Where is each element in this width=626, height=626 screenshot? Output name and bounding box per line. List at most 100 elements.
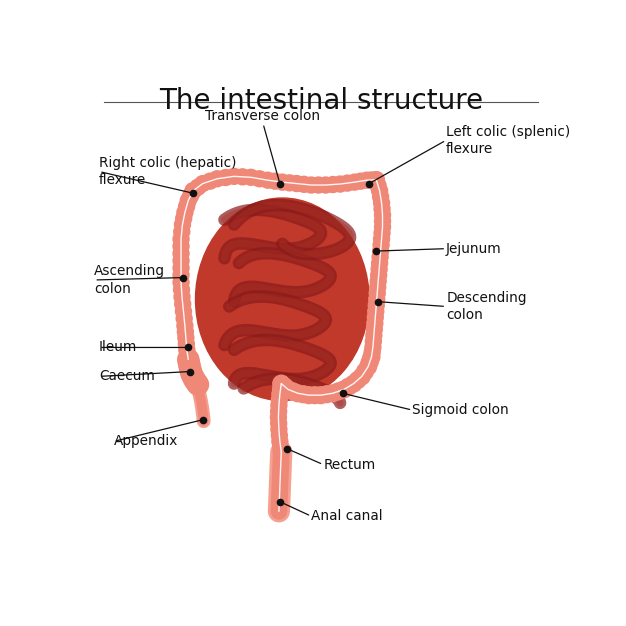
Circle shape [202, 173, 218, 190]
Circle shape [368, 290, 386, 308]
Circle shape [180, 192, 197, 209]
Circle shape [370, 267, 387, 284]
Circle shape [371, 249, 389, 266]
Circle shape [182, 187, 199, 204]
Circle shape [266, 173, 284, 190]
Circle shape [271, 386, 289, 403]
Circle shape [172, 274, 190, 291]
Text: Ileum: Ileum [99, 341, 138, 354]
Text: Left colic (splenic)
flexure: Left colic (splenic) flexure [446, 125, 570, 156]
Circle shape [187, 373, 209, 396]
Circle shape [289, 384, 307, 403]
Text: Transverse colon: Transverse colon [205, 110, 321, 123]
Circle shape [288, 175, 305, 192]
Circle shape [352, 173, 369, 190]
Circle shape [242, 168, 260, 186]
Circle shape [273, 474, 287, 489]
Circle shape [369, 272, 387, 290]
Circle shape [362, 172, 380, 188]
Circle shape [305, 386, 324, 404]
Circle shape [275, 377, 294, 396]
Circle shape [339, 175, 356, 192]
Text: Anal canal: Anal canal [311, 509, 383, 523]
Circle shape [344, 374, 362, 393]
Circle shape [270, 427, 288, 444]
Circle shape [349, 371, 367, 389]
Circle shape [185, 182, 202, 200]
Circle shape [270, 409, 287, 426]
Circle shape [373, 230, 390, 248]
Circle shape [367, 297, 385, 314]
Circle shape [274, 444, 289, 459]
Circle shape [374, 218, 391, 235]
Circle shape [272, 443, 290, 461]
Circle shape [177, 317, 193, 334]
Text: Ascending
colon: Ascending colon [95, 264, 165, 295]
Circle shape [177, 329, 195, 347]
Circle shape [373, 224, 391, 242]
Circle shape [358, 172, 376, 189]
Circle shape [172, 230, 190, 248]
Circle shape [172, 237, 190, 255]
Circle shape [324, 384, 342, 403]
Circle shape [279, 380, 297, 399]
Circle shape [372, 237, 390, 254]
Circle shape [371, 254, 388, 272]
Circle shape [362, 348, 381, 366]
Circle shape [356, 362, 374, 381]
Circle shape [300, 386, 318, 404]
Circle shape [369, 279, 386, 296]
Circle shape [172, 259, 190, 277]
Circle shape [270, 397, 287, 414]
Circle shape [281, 174, 298, 192]
Circle shape [259, 172, 277, 189]
Text: Caecum: Caecum [99, 369, 155, 383]
Circle shape [179, 346, 196, 363]
Circle shape [373, 194, 390, 212]
Circle shape [310, 177, 327, 193]
Circle shape [359, 357, 377, 376]
Circle shape [324, 176, 342, 193]
Circle shape [234, 168, 251, 185]
Circle shape [272, 374, 290, 393]
Circle shape [175, 302, 192, 320]
Circle shape [272, 498, 287, 513]
Ellipse shape [195, 198, 369, 401]
Circle shape [175, 210, 192, 227]
Circle shape [172, 267, 190, 284]
Circle shape [369, 285, 386, 302]
Circle shape [177, 348, 200, 371]
Circle shape [272, 438, 289, 456]
Circle shape [366, 315, 384, 332]
Circle shape [317, 177, 334, 193]
Circle shape [372, 242, 389, 260]
Circle shape [180, 362, 203, 385]
Text: Sigmoid colon: Sigmoid colon [413, 403, 509, 417]
Circle shape [369, 177, 387, 194]
Circle shape [194, 175, 212, 192]
Circle shape [272, 480, 287, 495]
Circle shape [364, 344, 381, 361]
Circle shape [374, 206, 391, 223]
Circle shape [294, 385, 312, 403]
Circle shape [371, 260, 388, 278]
Circle shape [361, 353, 379, 371]
Circle shape [178, 341, 195, 359]
Circle shape [270, 414, 287, 432]
Circle shape [374, 212, 391, 230]
Circle shape [346, 173, 363, 191]
Circle shape [177, 204, 193, 221]
Circle shape [185, 371, 207, 394]
Circle shape [172, 245, 190, 262]
Circle shape [273, 461, 288, 476]
Circle shape [183, 369, 206, 391]
Circle shape [272, 380, 289, 398]
Text: Descending
colon: Descending colon [446, 291, 526, 322]
Circle shape [270, 403, 287, 420]
Circle shape [364, 339, 382, 356]
Circle shape [273, 468, 288, 483]
Circle shape [367, 302, 384, 320]
Circle shape [312, 386, 330, 404]
Text: Right colic (hepatic)
flexure: Right colic (hepatic) flexure [99, 156, 237, 187]
Circle shape [185, 182, 202, 200]
